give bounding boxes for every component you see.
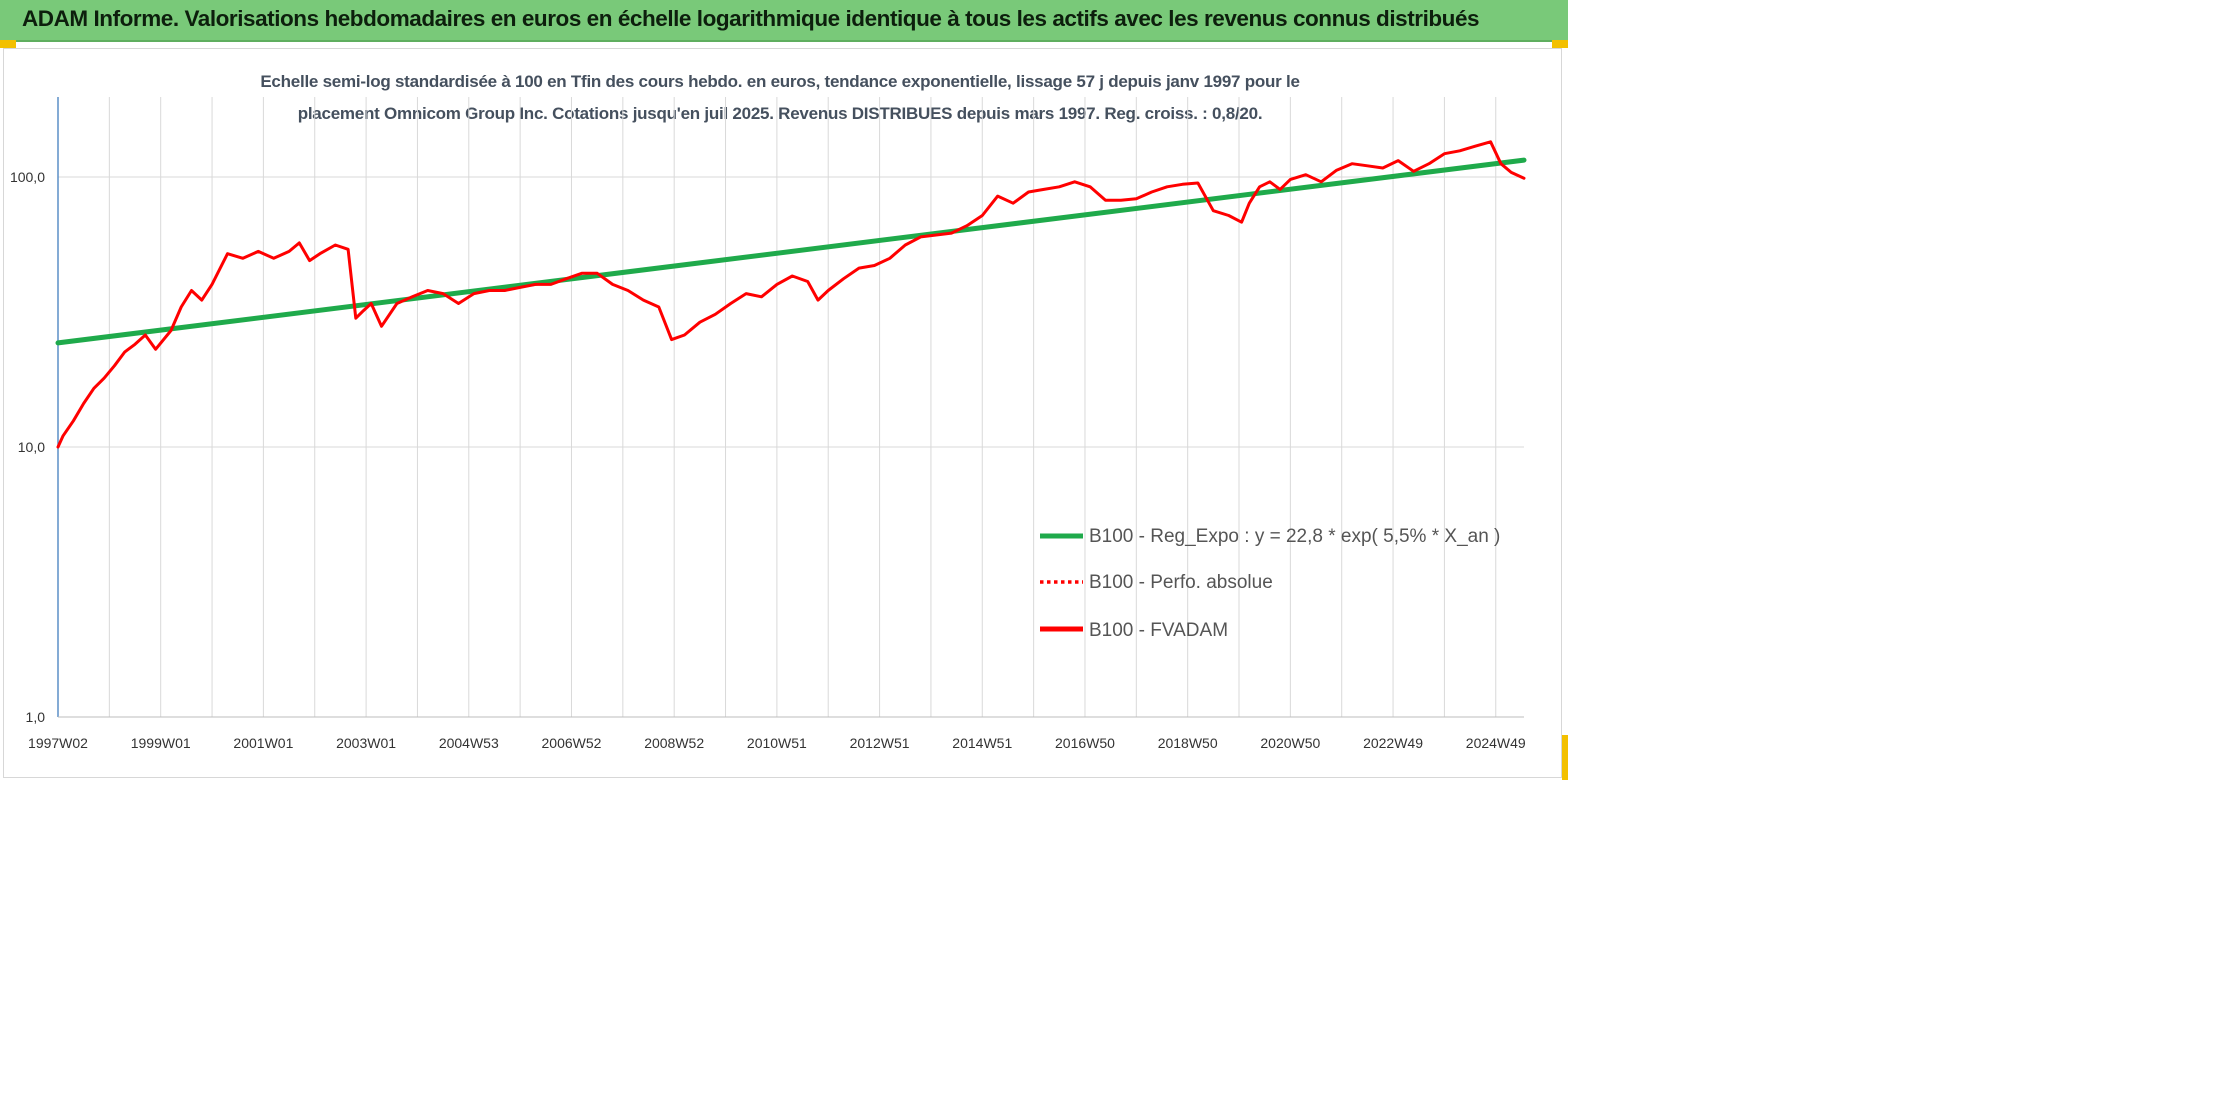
chart-svg: 1,0 10,0 100,0 1997W02 1999W01 2001W01 2003W01… [10, 97, 1527, 751]
y-tick-label: 1,0 [26, 709, 46, 725]
x-tick-label: 1999W01 [131, 735, 191, 751]
chart-panel [3, 48, 1562, 778]
x-tick-label: 2014W51 [952, 735, 1012, 751]
y-tick-label: 100,0 [10, 169, 45, 185]
x-tick-label: 2006W52 [542, 735, 602, 751]
x-tick-label: 2016W50 [1055, 735, 1115, 751]
report-header: ADAM Informe. Valorisations hebdomadaire… [0, 0, 1568, 42]
x-tick-label: 2010W51 [747, 735, 807, 751]
x-tick-label: 2003W01 [336, 735, 396, 751]
x-tick-label: 2024W49 [1466, 735, 1526, 751]
chart-title: Echelle semi-log standardisée à 100 en T… [100, 66, 1460, 130]
axis-layer: 1,0 10,0 100,0 1997W02 1999W01 2001W01 2003W01… [10, 97, 1526, 751]
fvadam-series-line [56, 140, 1526, 449]
y-tick-label: 10,0 [18, 439, 45, 455]
x-tick-label: 2012W51 [850, 735, 910, 751]
x-tick-label: 2022W49 [1363, 735, 1423, 751]
series-layer [55, 140, 1527, 449]
legend-label-perfo: B100 - Perfo. absolue [1089, 572, 1273, 593]
x-tick-label: 2001W01 [233, 735, 293, 751]
x-tick-label: 2020W50 [1260, 735, 1320, 751]
regression-line [55, 157, 1527, 346]
x-tick-label: 2018W50 [1158, 735, 1218, 751]
corner-accent-left [0, 40, 16, 48]
legend-label-fvadam: B100 - FVADAM [1089, 620, 1228, 641]
x-tick-label: 2008W52 [644, 735, 704, 751]
grid-layer [58, 97, 1524, 718]
x-tick-label: 2004W53 [439, 735, 499, 751]
legend: B100 - Reg_Expo : y = 22,8 * exp( 5,5% *… [1040, 526, 1500, 641]
legend-label-regression: B100 - Reg_Expo : y = 22,8 * exp( 5,5% *… [1089, 526, 1500, 547]
corner-accent-bottom-right [1562, 735, 1568, 780]
corner-accent-right [1552, 40, 1568, 48]
report-title: ADAM Informe. Valorisations hebdomadaire… [22, 6, 1480, 31]
chart-title-line-1: Echelle semi-log standardisée à 100 en T… [260, 72, 1300, 91]
x-tick-label: 1997W02 [28, 735, 88, 751]
chart-title-line-2: placement Omnicom Group Inc. Cotations j… [297, 104, 1263, 123]
